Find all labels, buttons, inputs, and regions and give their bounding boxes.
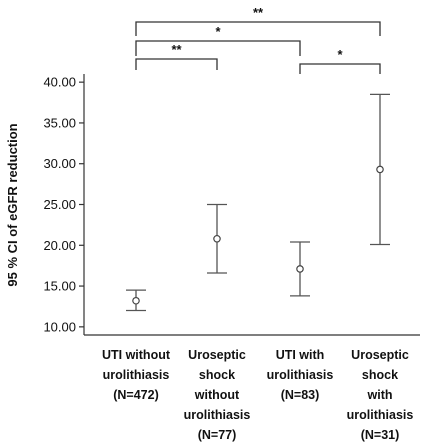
y-tick-label: 35.00	[43, 115, 76, 130]
category-label: with	[367, 388, 393, 402]
category-label: shock	[362, 368, 398, 382]
category-label: (N=83)	[281, 388, 320, 402]
axes	[83, 74, 420, 336]
mean-point	[132, 296, 140, 305]
mean-point	[376, 165, 384, 174]
category-label: UTI without	[102, 348, 171, 362]
mean-point	[296, 265, 304, 273]
mean-point	[213, 234, 221, 243]
significance-label: **	[253, 5, 264, 20]
significance-bracket	[135, 21, 381, 36]
category-label: urolithiasis	[347, 408, 414, 422]
error-bars	[126, 93, 390, 312]
category-label: UTI with	[276, 348, 325, 362]
category-label: (N=31)	[361, 428, 400, 442]
category-label: urolithiasis	[103, 368, 170, 382]
y-tick-label: 10.00	[43, 319, 76, 334]
category-label: shock	[199, 368, 235, 382]
significance-bracket	[135, 58, 218, 70]
y-tick-label: 25.00	[43, 197, 76, 212]
significance-label: *	[215, 24, 221, 39]
y-axis-title: 95 % CI of eGFR reduction	[5, 123, 20, 286]
category-labels: UTI without urolithiasis (N=472) Uroseptic s…	[102, 348, 413, 442]
category-label: (N=77)	[198, 428, 237, 442]
category-label: urolithiasis	[184, 408, 251, 422]
y-tick-label: 20.00	[43, 238, 76, 253]
y-tick-label: 40.00	[43, 75, 76, 90]
category-label: Uroseptic	[351, 348, 409, 362]
y-tick-label: 30.00	[43, 156, 76, 171]
y-tick-label: 15.00	[43, 279, 76, 294]
y-ticks: 10.00 15.00 20.00 25.00 30.00 35.00 40.00	[43, 75, 84, 334]
significance-label: *	[337, 47, 343, 62]
significance-brackets: ***** *	[135, 5, 381, 74]
category-label: urolithiasis	[267, 368, 334, 382]
significance-bracket	[299, 63, 381, 74]
category-label: Uroseptic	[188, 348, 246, 362]
significance-label: **	[171, 42, 182, 57]
category-label: (N=472)	[113, 388, 159, 402]
category-label: without	[194, 388, 240, 402]
significance-bracket	[135, 40, 301, 56]
